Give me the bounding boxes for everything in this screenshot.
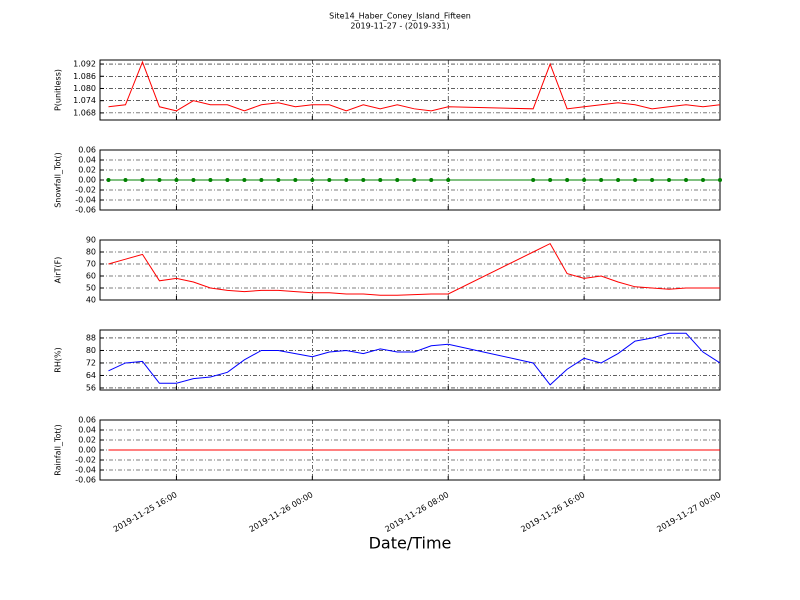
plot-frame (99, 59, 721, 121)
plot-frame (99, 329, 721, 391)
data-point (242, 178, 247, 182)
y-tick-label: 60 (86, 272, 96, 281)
data-point (395, 178, 400, 182)
data-point (259, 178, 264, 182)
x-axis-label: Date/Time (369, 534, 452, 553)
y-tick-label: 0.04 (78, 156, 96, 165)
y-tick-label: 50 (86, 284, 96, 293)
y-tick-label: 1.092 (73, 60, 96, 69)
data-point (157, 178, 162, 182)
y-tick-label: -0.02 (75, 456, 96, 465)
y-tick-label: -0.02 (75, 186, 96, 195)
y-tick-label: 40 (86, 296, 96, 305)
data-point (361, 178, 366, 182)
data-point (684, 178, 689, 182)
y-axis-label: Snowfall_Tot() (54, 152, 63, 208)
y-axis-label: P(unitless) (54, 69, 63, 111)
data-point (446, 178, 451, 182)
y-tick-label: 0.02 (78, 436, 96, 445)
data-point (633, 178, 638, 182)
data-point (616, 178, 621, 182)
data-point (293, 178, 298, 182)
data-point (599, 178, 604, 182)
y-tick-label: -0.04 (75, 196, 96, 205)
y-tick-label: 0.04 (78, 426, 96, 435)
data-point (378, 178, 383, 182)
data-point (701, 178, 706, 182)
data-point (191, 178, 196, 182)
data-point (718, 178, 722, 182)
data-point (174, 178, 179, 182)
data-point (140, 178, 145, 182)
y-tick-label: 0.06 (78, 416, 96, 425)
data-point (531, 178, 536, 182)
chart-subtitle: 2019-11-27 - (2019-331) (350, 22, 449, 31)
data-point (429, 178, 434, 182)
data-point (344, 178, 349, 182)
data-point (225, 178, 230, 182)
y-tick-label: 80 (86, 248, 96, 257)
data-line (108, 242, 720, 296)
data-point (208, 178, 213, 182)
data-point (310, 178, 315, 182)
y-axis-label: Rainfall_Tot() (54, 424, 63, 476)
y-tick-label: 0.06 (78, 146, 96, 155)
y-tick-label: 70 (86, 260, 96, 269)
y-tick-label: -0.06 (75, 206, 96, 215)
data-line (108, 332, 721, 386)
data-point (106, 178, 111, 182)
data-point (650, 178, 655, 182)
y-tick-label: 80 (86, 346, 96, 355)
data-line (108, 60, 721, 112)
data-point (327, 178, 332, 182)
data-point (123, 178, 128, 182)
data-point (565, 178, 570, 182)
chart-title: Site14_Haber_Coney_Island_Fifteen (329, 12, 471, 21)
y-tick-label: 64 (86, 371, 96, 380)
y-tick-label: 72 (86, 358, 96, 367)
data-point (667, 178, 672, 182)
y-tick-label: -0.04 (75, 466, 96, 475)
y-tick-label: 88 (86, 333, 96, 342)
y-tick-label: -0.06 (75, 476, 96, 485)
y-tick-label: 0.00 (78, 176, 96, 185)
y-axis-label: AirT(F) (54, 257, 63, 284)
data-point (582, 178, 587, 182)
data-point (276, 178, 281, 182)
y-tick-label: 1.080 (73, 84, 96, 93)
plot-frame (99, 239, 721, 301)
data-point (412, 178, 417, 182)
y-tick-label: 0.02 (78, 166, 96, 175)
y-tick-label: 1.068 (73, 108, 96, 117)
y-tick-label: 1.074 (73, 96, 96, 105)
y-tick-label: 56 (86, 383, 96, 392)
y-axis-label: RH(%) (54, 347, 63, 372)
y-tick-label: 90 (86, 236, 96, 245)
y-tick-label: 1.086 (73, 72, 96, 81)
y-tick-label: 0.00 (78, 446, 96, 455)
data-point (548, 178, 553, 182)
